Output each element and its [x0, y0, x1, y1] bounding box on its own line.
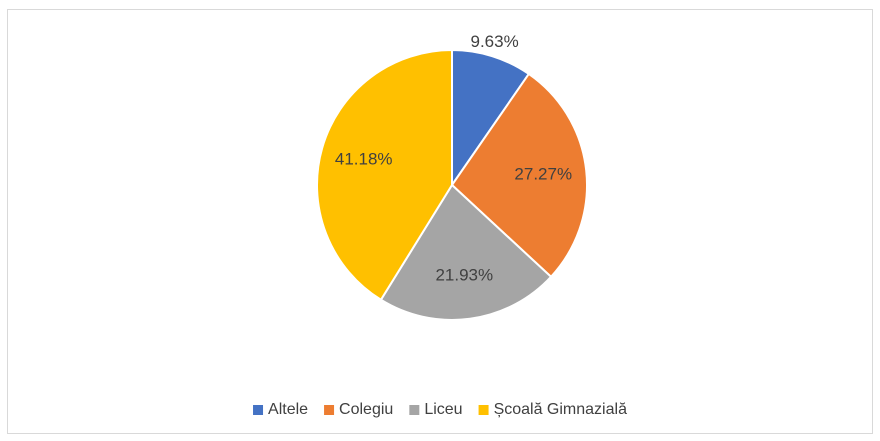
legend-label: Colegiu: [339, 401, 393, 418]
legend-marker: [409, 405, 420, 415]
data-label: 27.27%: [514, 164, 572, 183]
pie-slice: [316, 48, 453, 302]
data-label: 21.93%: [435, 265, 493, 284]
legend-marker: [324, 405, 335, 415]
data-label: 9.63%: [470, 32, 518, 51]
data-label: 41.18%: [335, 149, 393, 168]
legend-label: Altele: [268, 401, 308, 418]
pie-slice: [379, 183, 553, 321]
legend-label: Liceu: [424, 401, 462, 418]
legend-label: Școală Gimnazială: [494, 401, 628, 418]
legend-marker: [253, 405, 264, 415]
pie-slice: [451, 48, 531, 189]
pie-slice: [450, 72, 588, 279]
legend-marker: [478, 405, 489, 415]
